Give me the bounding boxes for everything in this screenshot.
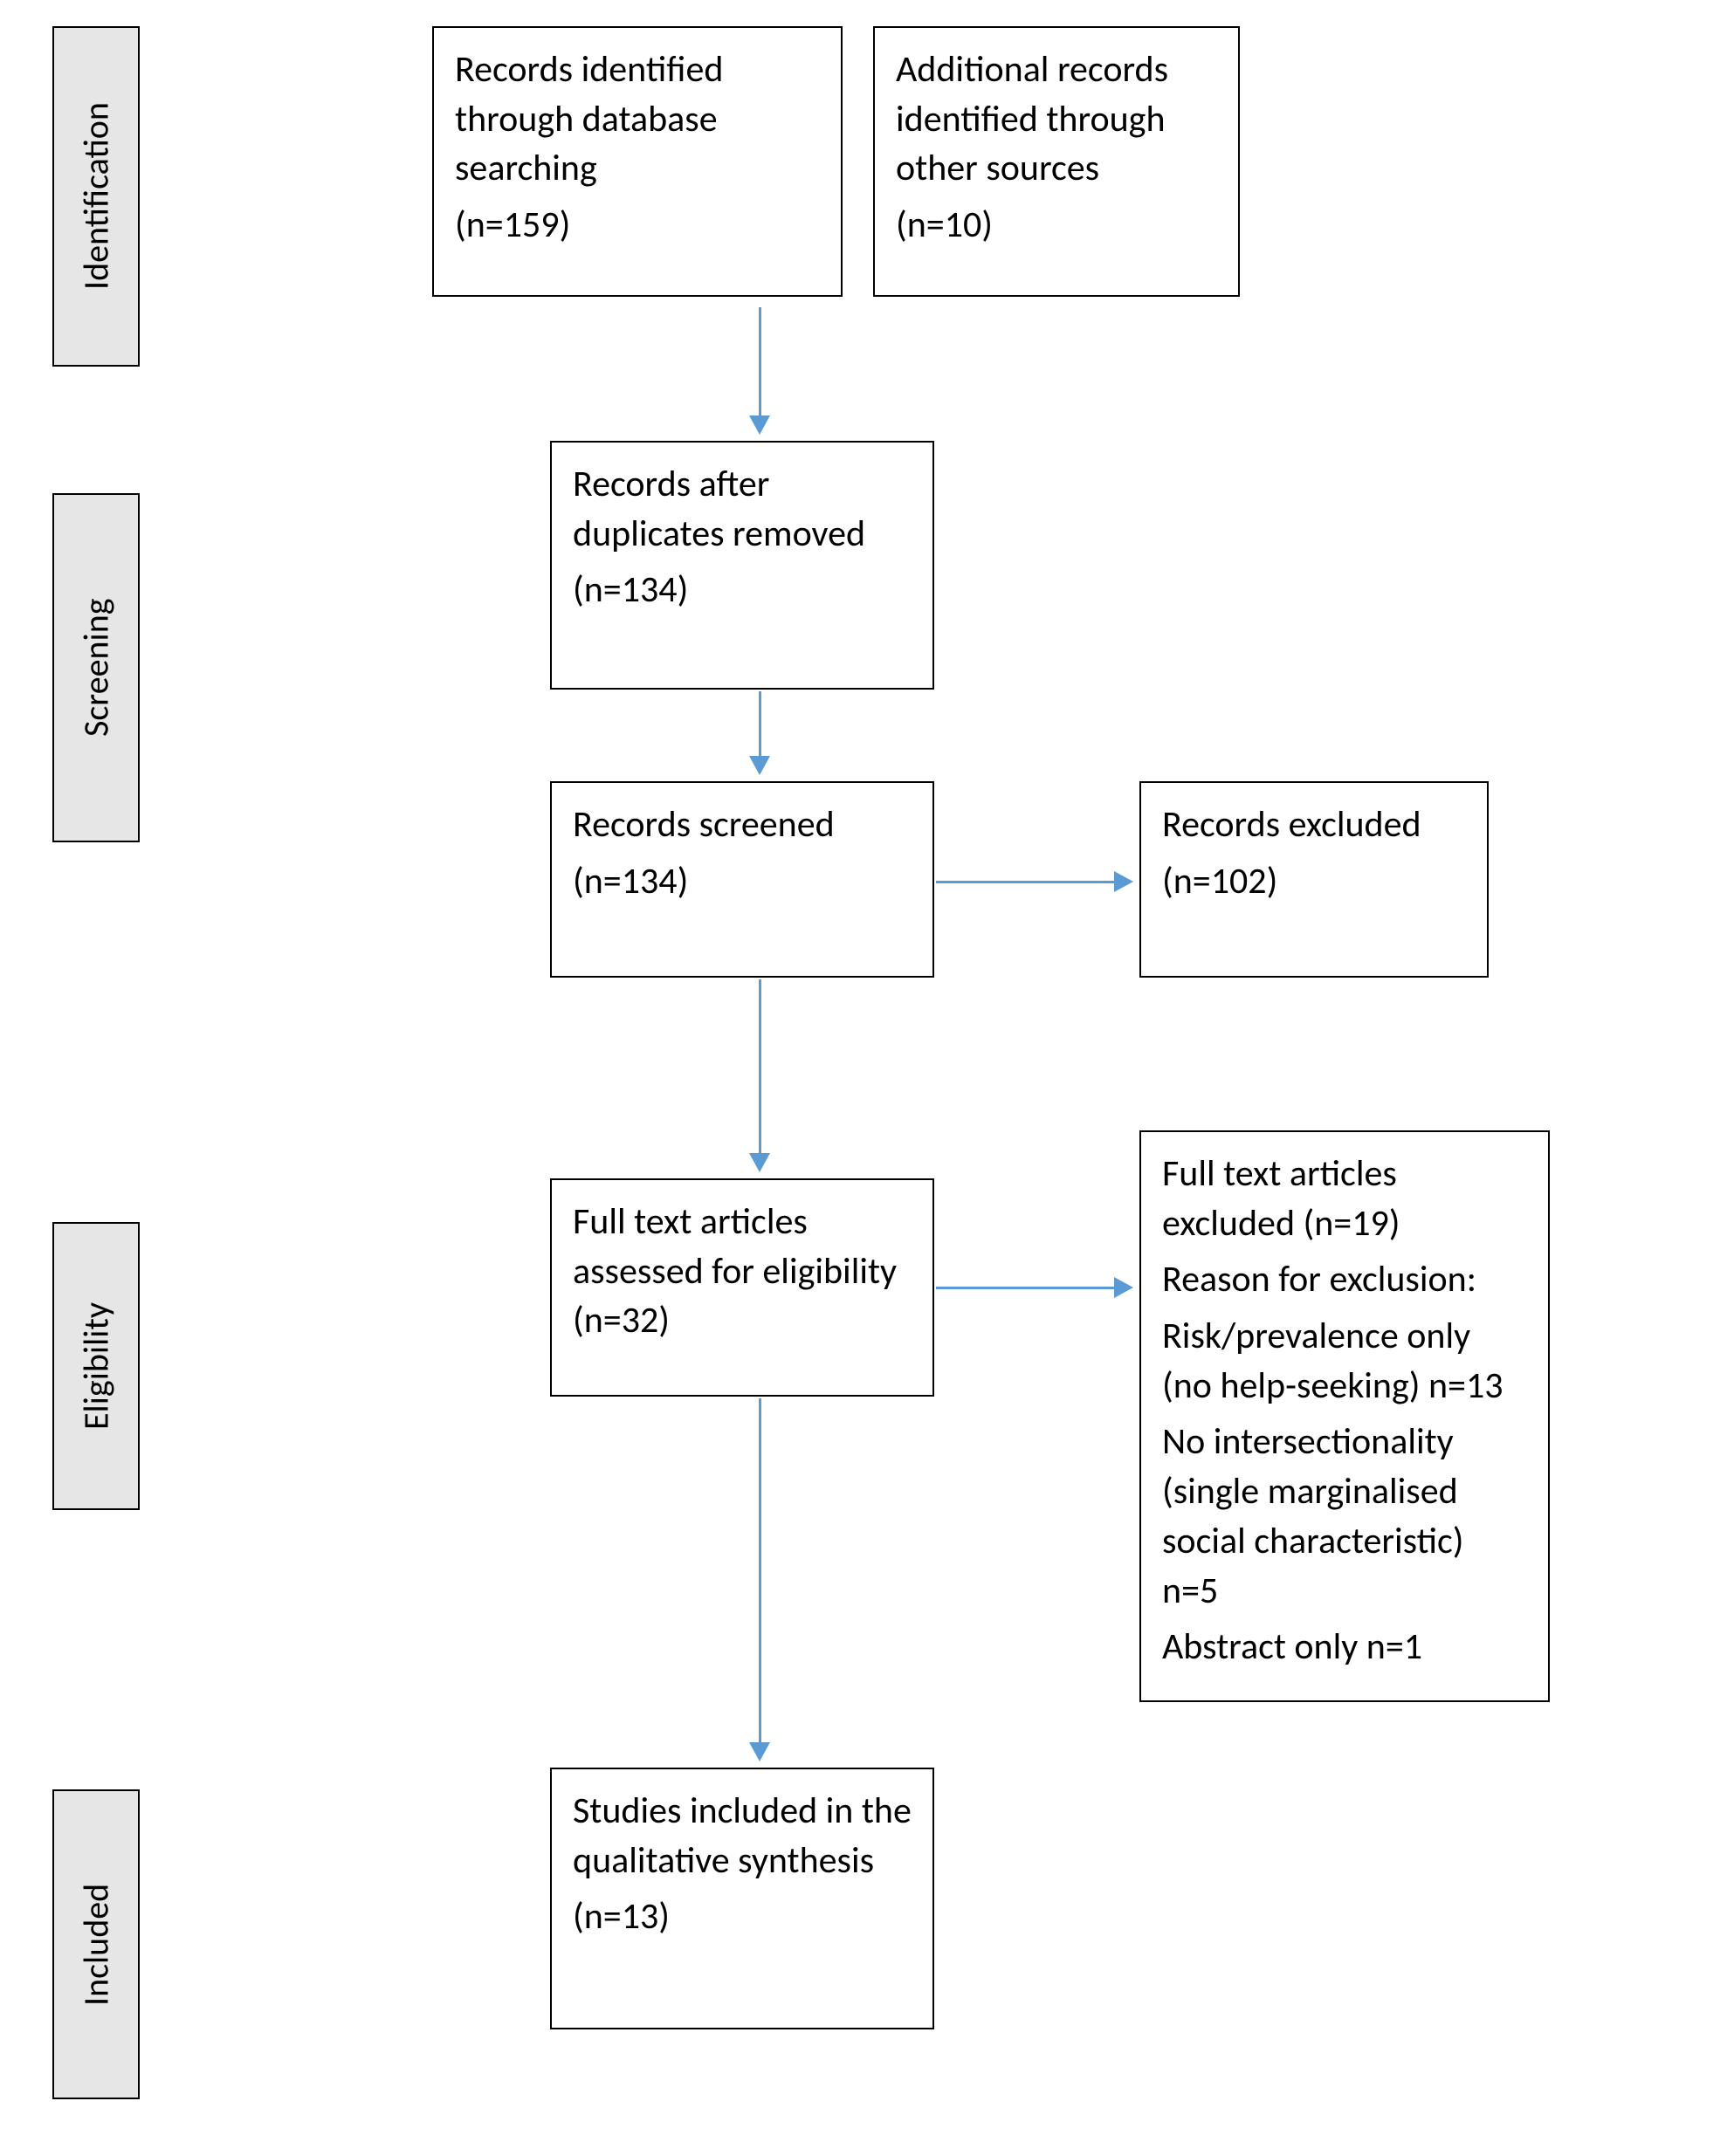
box-fulltext: Full text articles assessed for eligibil… [550,1178,934,1397]
box-db-search-line1: Records identified through database sear… [455,45,820,194]
box-excluded-line3: (n=102) [1162,857,1466,907]
box-screened-line3: (n=134) [573,857,912,907]
box-ft-excluded-l5: Risk/prevalence only (no help-seeking) n… [1162,1312,1527,1411]
arrow-head-down-1 [749,756,770,775]
arrow-head-right-2 [1114,871,1133,892]
stage-eligibility: Eligibility [52,1222,140,1510]
box-ft-excluded-l3: Reason for exclusion: [1162,1255,1527,1305]
arrow-v-3 [759,979,761,1155]
box-after-dup: Records after duplicates removed (n=134) [550,441,934,690]
box-screened-line1: Records screened [573,800,912,850]
box-after-dup-line3: (n=134) [573,566,912,615]
stage-included: Included [52,1789,140,2099]
box-included-line3: (n=13) [573,1892,912,1942]
arrow-head-down-5 [749,1742,770,1761]
stage-screening: Screening [52,493,140,842]
arrow-v-5 [759,1398,761,1744]
box-screened: Records screened (n=134) [550,781,934,978]
box-ft-excluded-l9: Abstract only n=1 [1162,1623,1527,1672]
box-ft-excluded-l1: Full text articles excluded (n=19) [1162,1150,1527,1248]
box-excluded: Records excluded (n=102) [1139,781,1489,978]
box-db-search: Records identified through database sear… [432,26,843,297]
box-included: Studies included in the qualitative synt… [550,1768,934,2029]
box-excluded-line1: Records excluded [1162,800,1466,850]
arrow-v-1 [759,691,761,758]
arrow-head-down-0 [749,415,770,435]
box-other-sources-line2: (n=10) [896,201,1217,251]
box-ft-excluded: Full text articles excluded (n=19) Reaso… [1139,1130,1550,1702]
box-other-sources-line1: Additional records identified through ot… [896,45,1217,194]
arrow-h-2 [936,881,1116,883]
arrow-head-down-3 [749,1153,770,1172]
box-db-search-line3: (n=159) [455,201,820,251]
arrow-v-0 [759,307,761,417]
box-other-sources: Additional records identified through ot… [873,26,1240,297]
arrow-head-right-4 [1114,1277,1133,1298]
arrow-h-4 [936,1287,1116,1289]
box-after-dup-line1: Records after duplicates removed [573,460,912,559]
box-fulltext-line1: Full text articles assessed for eligibil… [573,1198,912,1346]
box-ft-excluded-l7: No intersectionality (single marginalise… [1162,1418,1527,1616]
stage-identification: Identification [52,26,140,367]
box-included-line1: Studies included in the qualitative synt… [573,1787,912,1885]
